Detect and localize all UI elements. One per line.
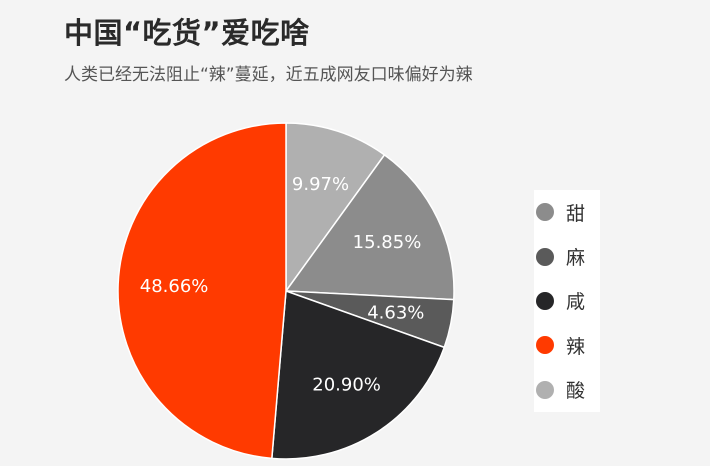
slice-label-4: 20.90% [312, 375, 381, 396]
legend-item: 甜 [534, 190, 600, 234]
legend-label: 辣 [566, 335, 586, 358]
legend-label: 甜 [566, 202, 586, 225]
slice-label-1: 9.97% [292, 174, 349, 195]
legend-swatch-icon [536, 203, 554, 222]
slice-label-2: 15.85% [353, 232, 422, 253]
legend-label: 酸 [566, 380, 586, 403]
chart-subtitle: 人类已经无法阻止“辣”蔓延，近五成网友口味偏好为辣 [64, 65, 473, 85]
legend-swatch-icon [536, 291, 554, 310]
slice-label-3: 4.63% [367, 302, 424, 323]
legend-label: 麻 [566, 247, 586, 270]
legend-item: 酸 [534, 368, 600, 412]
legend-item: 麻 [534, 234, 600, 278]
legend-swatch-icon [536, 336, 554, 355]
legend-item: 咸 [534, 279, 600, 323]
legend-label: 咸 [566, 291, 586, 314]
pie-slice-1 [285, 122, 386, 294]
pie-slice-4 [271, 289, 446, 460]
chart-title: 中国“吃货”爱吃啥 [64, 16, 310, 50]
legend-swatch-icon [536, 380, 554, 399]
pie-slice-5 [117, 122, 287, 460]
pie-slice-2 [284, 153, 455, 301]
chart-legend: 甜麻咸辣酸 [534, 190, 600, 412]
legend-swatch-icon [536, 247, 554, 266]
slice-label-5: 48.66% [140, 276, 209, 297]
legend-item: 辣 [534, 323, 600, 367]
